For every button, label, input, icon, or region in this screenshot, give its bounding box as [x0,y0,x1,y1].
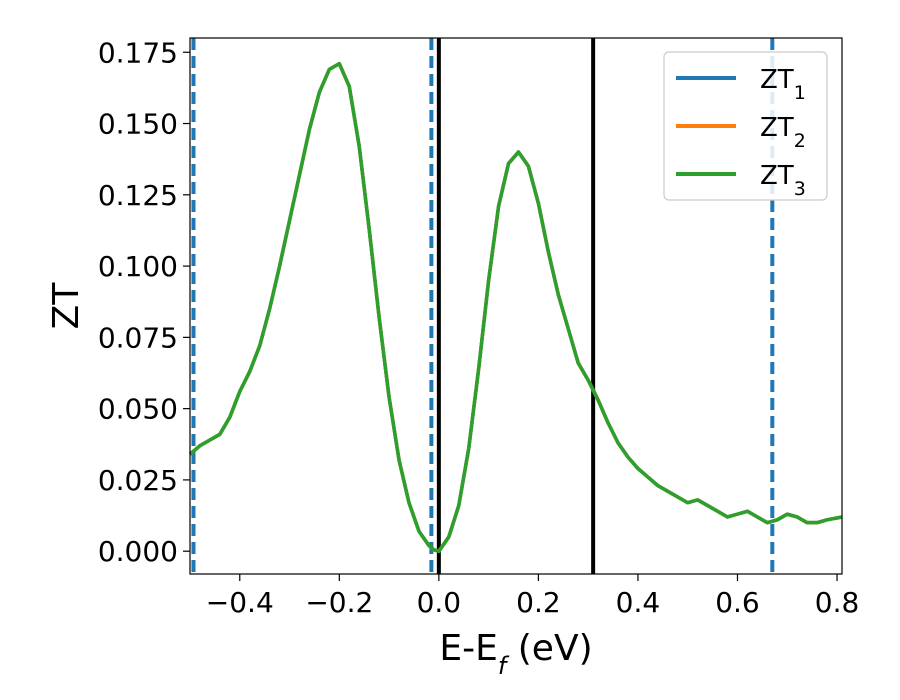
x-tick-label: 0.2 [516,586,561,619]
y-tick-label: 0.025 [98,464,178,497]
y-axis-label: ZT [46,282,87,330]
y-tick-label: 0.150 [98,108,178,141]
series-line-zt3 [188,61,843,553]
x-tick-label: −0.2 [305,586,373,619]
y-tick-label: 0.125 [98,179,178,212]
y-tick-label: 0.175 [98,36,178,69]
legend-label-zt2: ZT2 [760,113,806,152]
x-axis-ticks: −0.4 −0.2 0.0 0.2 0.4 0.6 0.8 [206,574,860,619]
plot-frame [189,37,843,575]
y-tick-label: 0.050 [98,393,178,426]
series-lines [188,61,843,553]
x-axis-label-main: E-E [439,628,497,669]
legend-label-zt1: ZT1 [760,65,806,104]
y-tick-label: 0.075 [98,321,178,354]
x-tick-label: 0.4 [616,586,661,619]
legend-box [663,51,828,201]
x-axis-label: E-Ef (eV) [439,628,592,680]
y-tick-label: 0.000 [98,535,178,568]
x-tick-label: −0.4 [206,586,274,619]
legend-label-zt3: ZT3 [760,161,806,200]
y-axis-ticks: 0.000 0.025 0.050 0.075 0.100 0.125 0.150 0.175 [98,36,190,568]
x-tick-label: 0.8 [815,586,860,619]
y-tick-label: 0.100 [98,250,178,283]
x-axis-label-unit: (eV) [506,628,592,669]
x-tick-label: 0.6 [715,586,760,619]
vertical-lines [191,38,775,574]
legend: ZT1 ZT2 ZT3 [663,51,828,201]
x-tick-label: 0.0 [417,586,462,619]
